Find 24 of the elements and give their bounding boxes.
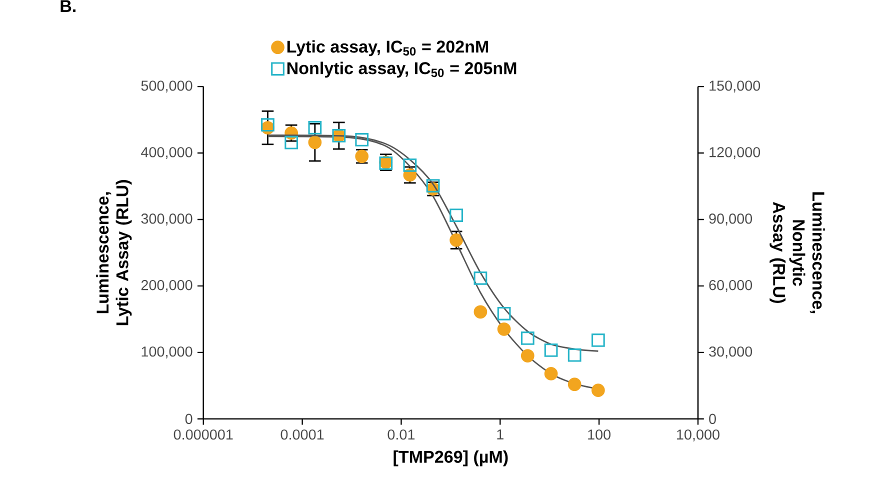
y2-axis-title: Luminescence, Nonlytic Assay (RLU) (770, 192, 825, 314)
y2-tick-label: 90,000 (709, 214, 752, 226)
y2-tick-label: 120,000 (710, 147, 760, 160)
x-axis-title: [TMP269] (µM) (394, 450, 508, 466)
x-tick-label: 0.01 (388, 430, 415, 440)
y-axis-title: Luminescence, Lytic Assay (RLU) (96, 180, 132, 326)
y-tick-label: 300,000 (141, 214, 192, 226)
x-tick-label: 1 (497, 430, 504, 440)
y2-tick-label: 0 (709, 414, 716, 424)
y2-tick-label: 60,000 (709, 280, 752, 292)
x-tick-label: 10,000 (677, 430, 720, 442)
y-tick-label: 0 (185, 414, 192, 424)
chart-title: B. (60, 0, 76, 12)
y-tick-label: 100,000 (142, 346, 192, 359)
y-tick-label: 400,000 (141, 147, 192, 160)
legend-label: Nonlytic assay, IC$_{50}$ = 205nM (287, 62, 516, 78)
y2-tick-label: 30,000 (709, 346, 752, 359)
y-tick-label: 200,000 (141, 280, 192, 292)
x-tick-label: 0.000001 (174, 430, 233, 440)
y2-tick-label: 150,000 (710, 80, 760, 93)
x-tick-label: 0.0001 (280, 430, 324, 440)
x-tick-label: 100 (588, 430, 611, 440)
legend-label: Lytic assay, IC$_{50}$ = 202nM (287, 40, 488, 56)
y-tick-label: 500,000 (141, 80, 192, 93)
